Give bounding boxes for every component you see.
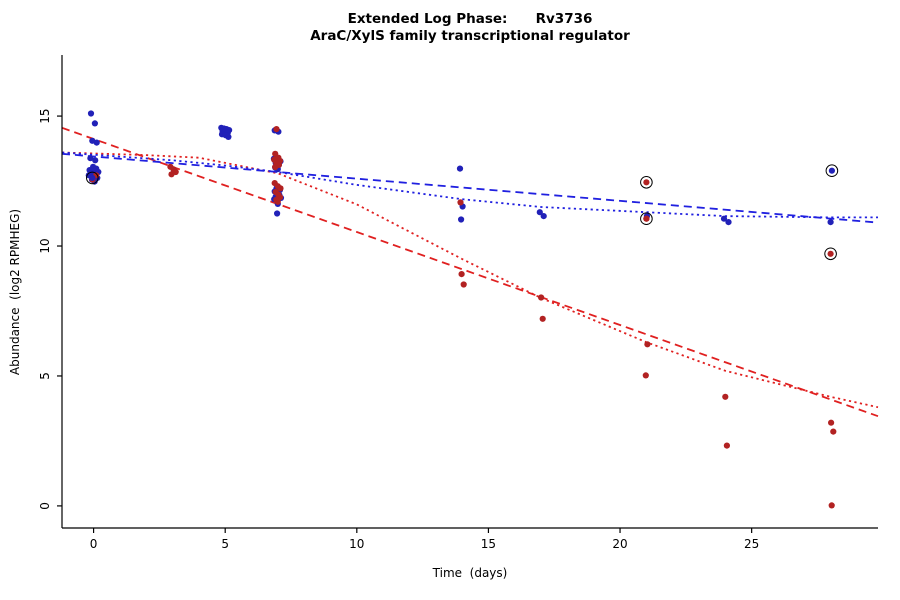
blue-series-data-point [458,216,465,223]
y-tick-label: 10 [38,238,52,253]
blue-series-data-point [725,219,732,226]
red-series-data-point [273,126,280,133]
red-series-data-point [277,185,284,192]
x-tick-label: 5 [221,537,229,551]
red-series-data-point [830,428,837,435]
y-tick-label: 0 [38,502,52,510]
red-series-data-point [539,315,546,322]
red-series-data-point [828,419,835,426]
blue-series-data-point [93,139,100,146]
y-axis-title: Abundance (log2 RPMHEG) [8,208,22,376]
x-tick-label: 15 [481,537,496,551]
flag-ring-icon [824,247,837,261]
x-tick-label: 0 [90,537,98,551]
red-series-data-point [538,294,545,301]
blue-linear-fit-dashed [61,152,879,224]
red-series-data-point [642,372,649,379]
blue-series-data-point [827,219,834,226]
blue-series-data-point [456,165,464,172]
red-series-data-point [644,341,651,348]
blue-series-data-point [536,209,543,216]
blue-series-data-point [87,155,94,162]
red-series-data-point [272,163,279,171]
flag-ring-icon [640,212,653,225]
red-smooth-fit-dotted [61,151,879,409]
red-series-data-point [828,502,835,509]
x-tick-label: 20 [612,537,627,551]
flagged-data-point [643,179,650,186]
red-series-data-point [168,171,175,178]
red-series-data-point [457,199,464,206]
blue-smooth-fit-dotted [61,151,878,219]
chart-title: Extended Log Phase: Rv3736 [347,11,593,27]
x-tick-label: 10 [349,537,364,551]
chart-subtitle: AraC/XylS family transcriptional regulat… [310,28,630,44]
flagged-data-point [828,167,836,174]
chart-title-block: Extended Log Phase: Rv3736 AraC/XylS fam… [62,11,878,45]
red-series-data-point [274,198,281,205]
blue-series-data-point [540,213,547,220]
flag-ring-icon [640,176,653,189]
red-linear-fit-dashed [61,126,879,418]
y-tick-label: 5 [38,372,52,380]
blue-series-data-point [720,215,728,222]
blue-series-data-point [225,133,232,140]
red-series-data-point [722,393,729,400]
red-series-data-point [723,442,731,449]
red-series-data-point [458,271,465,278]
red-series-data-point [460,281,467,288]
flagged-data-point [643,215,650,222]
y-tick-label: 15 [38,108,52,123]
flagged-data-point [89,174,96,181]
flag-ring-icon [86,171,99,185]
blue-series-data-point [87,110,95,117]
blue-series-data-point [274,210,281,217]
blue-series-data-point [91,120,98,127]
flag-ring-icon [825,164,839,177]
x-axis-title: Time (days) [432,566,508,580]
x-tick-label: 25 [744,537,759,551]
blue-series-data-point [92,157,99,164]
flagged-data-point [827,250,834,257]
